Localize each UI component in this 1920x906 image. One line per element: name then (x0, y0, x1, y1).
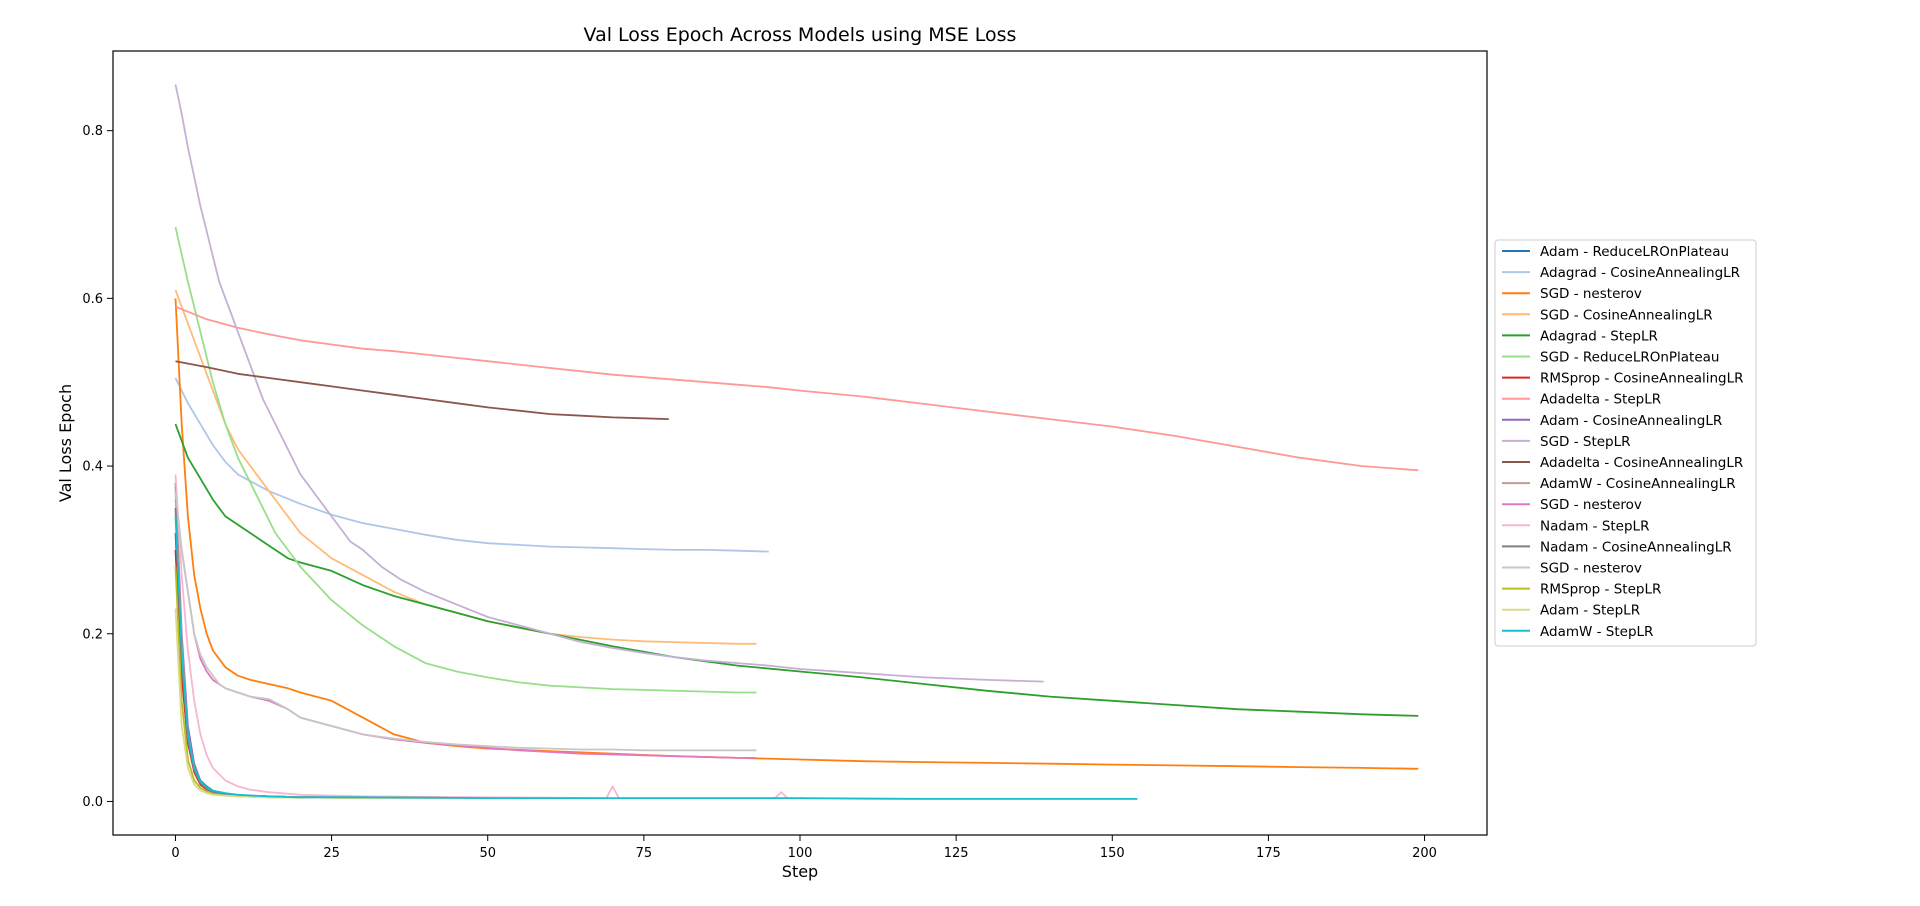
legend-box (1494, 239, 1757, 647)
legend: Adam - ReduceLROnPlateau Adagrad - Cosine… (1494, 239, 1757, 647)
y-axis: 0.0 0.2 0.4 0.6 0.8 (82, 124, 113, 810)
legend-entry-label: Adam - CosineAnnealingLR (1540, 413, 1722, 429)
x-tick-label: 50 (479, 846, 496, 861)
series-line-3 (174, 289, 757, 645)
legend-entry-label: SGD - nesterov (1540, 497, 1642, 513)
legend-entry-label: AdamW - StepLR (1540, 624, 1653, 640)
series-line-18 (174, 516, 1138, 800)
legend-entry-label: SGD - ReduceLROnPlateau (1540, 350, 1720, 366)
legend-entry-label: AdamW - CosineAnnealingLR (1540, 476, 1736, 492)
legend-entry-label: SGD - nesterov (1540, 286, 1642, 302)
series-line-10 (175, 360, 669, 420)
series-line-16 (174, 566, 488, 799)
series-line-12 (174, 499, 757, 759)
series-line-5 (174, 226, 757, 694)
legend-entry-label: Nadam - StepLR (1540, 518, 1649, 534)
series-line-7 (175, 305, 1419, 472)
series-layer (174, 84, 1419, 800)
x-tick-label: 75 (636, 846, 653, 861)
legend-entry-label: Adam - ReduceLROnPlateau (1540, 244, 1729, 260)
series-line-14 (174, 507, 488, 799)
x-axis-title: Step (782, 862, 818, 881)
legend-entry-label: RMSprop - CosineAnnealingLR (1540, 371, 1744, 387)
legend-entry-label: Nadam - CosineAnnealingLR (1540, 539, 1732, 555)
series-line-17 (174, 608, 488, 799)
legend-entry-label: SGD - StepLR (1540, 434, 1631, 450)
chart-title: Val Loss Epoch Across Models using MSE L… (584, 24, 1017, 46)
y-tick-label: 0.4 (82, 460, 103, 475)
y-tick-label: 0.0 (82, 795, 103, 810)
y-axis-title: Val Loss Epoch (56, 384, 75, 502)
legend-entry-label: Adadelta - StepLR (1540, 392, 1661, 408)
x-axis: 0 25 50 75 100 125 150 175 200 (171, 835, 1437, 861)
y-tick-label: 0.2 (82, 627, 103, 642)
series-line-8 (174, 482, 488, 799)
legend-entry-label: Adadelta - CosineAnnealingLR (1540, 455, 1743, 471)
y-tick-label: 0.8 (82, 124, 103, 139)
x-tick-label: 125 (944, 846, 969, 861)
x-tick-label: 25 (323, 846, 340, 861)
x-tick-label: 175 (1256, 846, 1281, 861)
series-line-1 (174, 377, 769, 553)
legend-entry-label: Adagrad - StepLR (1540, 328, 1658, 344)
x-tick-label: 200 (1412, 846, 1437, 861)
legend-entry-label: SGD - nesterov (1540, 561, 1642, 577)
x-tick-label: 150 (1100, 846, 1125, 861)
plot-area-frame (112, 50, 1488, 836)
series-line-9 (174, 84, 1044, 683)
series-line-2 (174, 298, 1419, 770)
series-line-6 (174, 549, 488, 799)
series-line-15 (174, 491, 757, 752)
series-line-0 (174, 533, 488, 799)
x-tick-label: 0 (171, 846, 179, 861)
legend-entry-label: Adagrad - CosineAnnealingLR (1540, 265, 1740, 281)
legend-entry-label: Adam - StepLR (1540, 603, 1640, 619)
legend-entry-label: RMSprop - StepLR (1540, 582, 1661, 598)
legend-entry-label: SGD - CosineAnnealingLR (1540, 307, 1713, 323)
series-line-4 (174, 423, 1419, 717)
x-tick-label: 100 (788, 846, 813, 861)
y-tick-label: 0.6 (82, 292, 103, 307)
